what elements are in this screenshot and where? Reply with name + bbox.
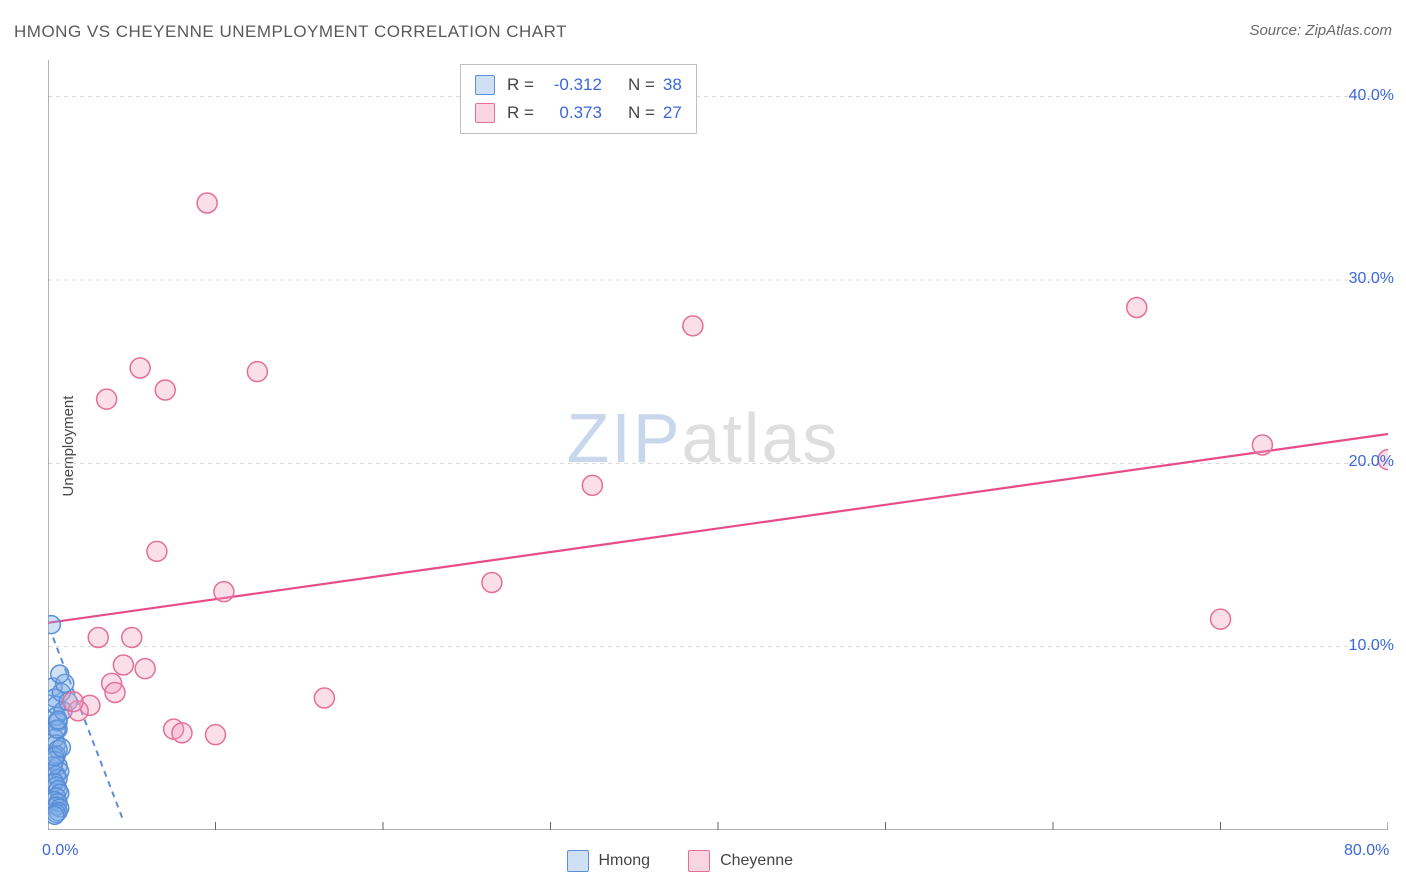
legend-swatch-icon <box>688 850 710 872</box>
legend-swatch-icon <box>475 103 495 123</box>
trend-line-cheyenne <box>48 434 1388 623</box>
y-tick-label: 40.0% <box>1349 87 1394 105</box>
data-point-cheyenne <box>482 573 502 593</box>
data-point-cheyenne <box>247 362 267 382</box>
data-point-cheyenne <box>130 358 150 378</box>
data-point-hmong <box>48 616 60 634</box>
data-point-hmong <box>51 665 69 683</box>
legend-n-value: 27 <box>663 103 682 123</box>
y-tick-label: 20.0% <box>1349 453 1394 471</box>
data-point-cheyenne <box>97 389 117 409</box>
data-point-hmong <box>48 806 64 824</box>
data-point-cheyenne <box>113 655 133 675</box>
data-point-cheyenne <box>63 692 83 712</box>
legend-series-label: Cheyenne <box>720 852 793 870</box>
data-point-cheyenne <box>147 541 167 561</box>
data-point-cheyenne <box>88 628 108 648</box>
data-point-cheyenne <box>1211 609 1231 629</box>
data-point-cheyenne <box>582 475 602 495</box>
y-tick-label: 30.0% <box>1349 270 1394 288</box>
source-attribution: Source: ZipAtlas.com <box>1249 22 1392 39</box>
legend-r-value: -0.312 <box>542 75 602 95</box>
legend-swatch-icon <box>475 75 495 95</box>
legend-n-value: 38 <box>663 75 682 95</box>
legend-series-label: Hmong <box>599 852 651 870</box>
data-point-cheyenne <box>314 688 334 708</box>
legend-row: R = -0.312 N = 38 <box>475 71 682 99</box>
chart-title: HMONG VS CHEYENNE UNEMPLOYMENT CORRELATI… <box>14 22 567 42</box>
legend-r-label: R = <box>507 103 534 123</box>
data-point-cheyenne <box>172 723 192 743</box>
data-point-cheyenne <box>105 683 125 703</box>
legend-n-label: N = <box>628 103 655 123</box>
data-point-cheyenne <box>206 725 226 745</box>
data-point-hmong <box>49 711 67 729</box>
series-legend: Hmong Cheyenne <box>567 850 794 872</box>
legend-r-label: R = <box>507 75 534 95</box>
x-tick-label: 0.0% <box>42 842 78 860</box>
legend-r-value: 0.373 <box>542 103 602 123</box>
data-point-cheyenne <box>155 380 175 400</box>
data-point-hmong <box>52 739 70 757</box>
y-tick-label: 10.0% <box>1349 637 1394 655</box>
data-point-cheyenne <box>122 628 142 648</box>
legend-n-label: N = <box>628 75 655 95</box>
legend-swatch-icon <box>567 850 589 872</box>
data-point-cheyenne <box>214 582 234 602</box>
legend-row: R = 0.373 N = 27 <box>475 99 682 127</box>
data-point-cheyenne <box>1127 298 1147 318</box>
data-point-cheyenne <box>197 193 217 213</box>
scatter-plot <box>48 60 1388 830</box>
x-tick-label: 80.0% <box>1344 842 1389 860</box>
data-point-cheyenne <box>1252 435 1272 455</box>
data-point-cheyenne <box>135 659 155 679</box>
correlation-legend: R = -0.312 N = 38 R = 0.373 N = 27 <box>460 64 697 134</box>
data-point-cheyenne <box>683 316 703 336</box>
chart-container: HMONG VS CHEYENNE UNEMPLOYMENT CORRELATI… <box>0 0 1406 892</box>
